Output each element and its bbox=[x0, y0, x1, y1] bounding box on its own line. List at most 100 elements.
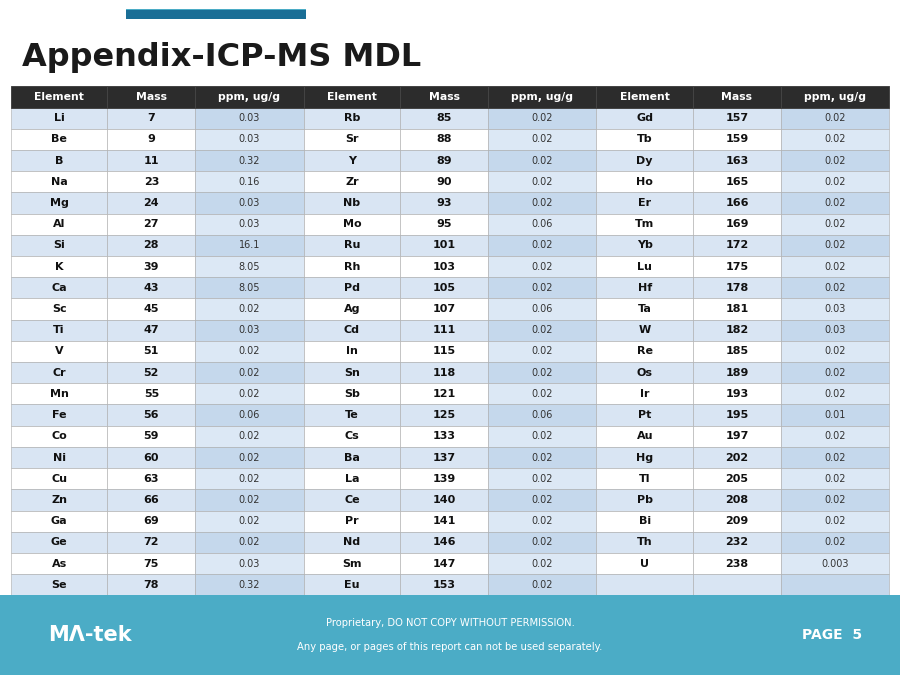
Text: 0.06: 0.06 bbox=[532, 219, 553, 230]
FancyBboxPatch shape bbox=[597, 510, 693, 532]
FancyBboxPatch shape bbox=[107, 383, 195, 404]
Text: 0.02: 0.02 bbox=[532, 368, 553, 378]
Text: Tb: Tb bbox=[637, 134, 652, 144]
Text: Ba: Ba bbox=[344, 452, 360, 462]
Text: 181: 181 bbox=[725, 304, 749, 314]
FancyBboxPatch shape bbox=[11, 362, 107, 383]
Text: 238: 238 bbox=[725, 558, 749, 568]
FancyBboxPatch shape bbox=[488, 341, 597, 362]
Text: 0.02: 0.02 bbox=[238, 389, 260, 399]
FancyBboxPatch shape bbox=[400, 510, 488, 532]
Text: 197: 197 bbox=[725, 431, 749, 441]
FancyBboxPatch shape bbox=[781, 150, 889, 171]
Text: Y: Y bbox=[348, 156, 356, 165]
Text: Sb: Sb bbox=[344, 389, 360, 399]
Text: 39: 39 bbox=[144, 262, 159, 271]
Text: 75: 75 bbox=[144, 558, 159, 568]
FancyBboxPatch shape bbox=[781, 213, 889, 235]
Text: Pt: Pt bbox=[638, 410, 652, 420]
FancyBboxPatch shape bbox=[597, 489, 693, 510]
Text: U: U bbox=[640, 558, 649, 568]
Text: Fe: Fe bbox=[52, 410, 67, 420]
Text: Ca: Ca bbox=[51, 283, 67, 293]
FancyBboxPatch shape bbox=[195, 553, 303, 574]
Text: Zn: Zn bbox=[51, 495, 68, 505]
Text: Si: Si bbox=[53, 240, 65, 250]
FancyBboxPatch shape bbox=[195, 468, 303, 489]
Text: 0.02: 0.02 bbox=[532, 431, 553, 441]
FancyBboxPatch shape bbox=[781, 107, 889, 129]
FancyBboxPatch shape bbox=[488, 489, 597, 510]
FancyBboxPatch shape bbox=[781, 574, 889, 595]
FancyBboxPatch shape bbox=[303, 383, 400, 404]
FancyBboxPatch shape bbox=[400, 298, 488, 320]
Text: 159: 159 bbox=[725, 134, 749, 144]
FancyBboxPatch shape bbox=[781, 532, 889, 553]
Text: 0.02: 0.02 bbox=[532, 537, 553, 547]
Text: Ti: Ti bbox=[53, 325, 65, 335]
Text: W: W bbox=[639, 325, 651, 335]
Text: 195: 195 bbox=[725, 410, 749, 420]
Text: 209: 209 bbox=[725, 516, 749, 526]
FancyBboxPatch shape bbox=[303, 298, 400, 320]
FancyBboxPatch shape bbox=[400, 129, 488, 150]
FancyBboxPatch shape bbox=[693, 86, 781, 107]
Text: Pr: Pr bbox=[345, 516, 359, 526]
Text: 51: 51 bbox=[144, 346, 159, 356]
FancyBboxPatch shape bbox=[195, 256, 303, 277]
Text: 0.02: 0.02 bbox=[238, 304, 260, 314]
FancyBboxPatch shape bbox=[488, 150, 597, 171]
FancyBboxPatch shape bbox=[400, 277, 488, 298]
FancyBboxPatch shape bbox=[195, 235, 303, 256]
Text: 0.02: 0.02 bbox=[824, 262, 846, 271]
Text: Zr: Zr bbox=[345, 177, 359, 187]
Text: 0.03: 0.03 bbox=[238, 325, 260, 335]
Text: 0.02: 0.02 bbox=[824, 431, 846, 441]
Text: 0.02: 0.02 bbox=[238, 516, 260, 526]
Text: 56: 56 bbox=[144, 410, 159, 420]
FancyBboxPatch shape bbox=[303, 171, 400, 192]
Text: 232: 232 bbox=[725, 537, 749, 547]
FancyBboxPatch shape bbox=[781, 86, 889, 107]
FancyBboxPatch shape bbox=[11, 553, 107, 574]
Text: 0.32: 0.32 bbox=[238, 156, 260, 165]
Text: 59: 59 bbox=[144, 431, 159, 441]
Text: 133: 133 bbox=[433, 431, 455, 441]
Text: 0.03: 0.03 bbox=[238, 134, 260, 144]
Text: Hf: Hf bbox=[637, 283, 652, 293]
Text: 0.03: 0.03 bbox=[824, 325, 846, 335]
Text: 11: 11 bbox=[144, 156, 159, 165]
FancyBboxPatch shape bbox=[11, 235, 107, 256]
FancyBboxPatch shape bbox=[597, 320, 693, 341]
FancyBboxPatch shape bbox=[597, 468, 693, 489]
FancyBboxPatch shape bbox=[107, 489, 195, 510]
FancyBboxPatch shape bbox=[107, 192, 195, 213]
FancyBboxPatch shape bbox=[303, 426, 400, 447]
Text: Yb: Yb bbox=[637, 240, 652, 250]
Text: 103: 103 bbox=[433, 262, 455, 271]
FancyBboxPatch shape bbox=[107, 150, 195, 171]
Text: 0.06: 0.06 bbox=[532, 410, 553, 420]
Text: 157: 157 bbox=[725, 113, 749, 124]
FancyBboxPatch shape bbox=[400, 383, 488, 404]
Text: 0.02: 0.02 bbox=[532, 156, 553, 165]
FancyBboxPatch shape bbox=[693, 213, 781, 235]
FancyBboxPatch shape bbox=[597, 383, 693, 404]
FancyBboxPatch shape bbox=[107, 86, 195, 107]
FancyBboxPatch shape bbox=[597, 404, 693, 426]
FancyBboxPatch shape bbox=[400, 426, 488, 447]
FancyBboxPatch shape bbox=[400, 107, 488, 129]
Text: Sn: Sn bbox=[344, 368, 360, 378]
Text: 0.02: 0.02 bbox=[532, 177, 553, 187]
Text: Li: Li bbox=[54, 113, 65, 124]
Text: 111: 111 bbox=[433, 325, 455, 335]
FancyBboxPatch shape bbox=[303, 574, 400, 595]
Text: 78: 78 bbox=[144, 580, 159, 590]
Text: 189: 189 bbox=[725, 368, 749, 378]
FancyBboxPatch shape bbox=[11, 404, 107, 426]
Text: 0.06: 0.06 bbox=[532, 304, 553, 314]
FancyBboxPatch shape bbox=[488, 532, 597, 553]
Text: 0.03: 0.03 bbox=[238, 198, 260, 208]
FancyBboxPatch shape bbox=[488, 447, 597, 468]
FancyBboxPatch shape bbox=[303, 86, 400, 107]
